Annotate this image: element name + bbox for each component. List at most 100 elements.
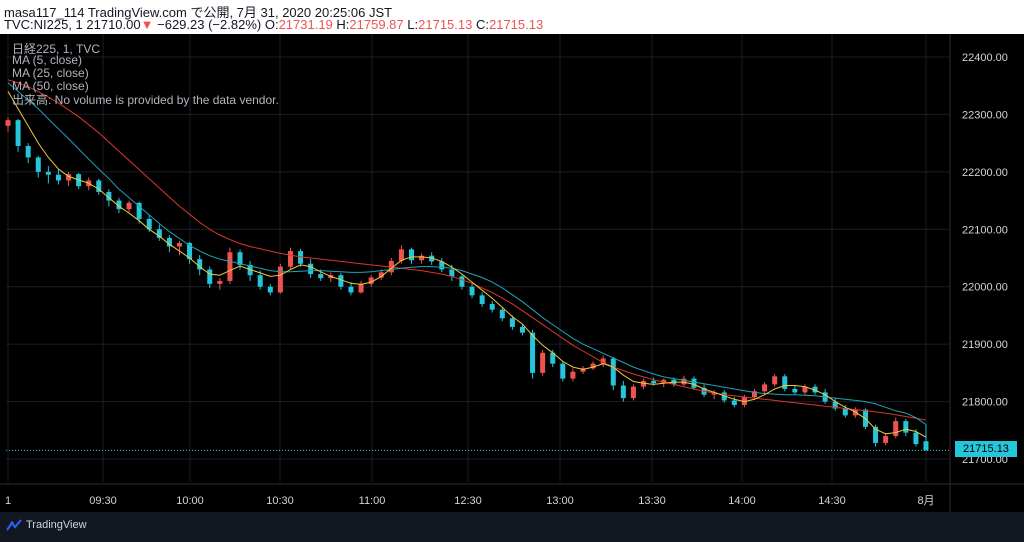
candle-body <box>388 260 394 273</box>
candle-body <box>35 157 41 172</box>
brand-label: TradingView <box>26 519 87 531</box>
candle-body <box>358 283 364 293</box>
candle-body <box>126 202 132 210</box>
candle-body <box>530 332 536 373</box>
low-value: 21715.13 <box>418 17 473 32</box>
close-label: C: <box>475 17 489 32</box>
x-tick-label: 11:00 <box>359 495 386 507</box>
candle-body <box>116 200 122 210</box>
candle-body <box>812 386 818 393</box>
candle-body <box>913 432 919 445</box>
candle-body <box>630 386 636 399</box>
candle-body <box>217 280 223 284</box>
candle-body <box>136 202 142 219</box>
candle-body <box>15 120 21 146</box>
candle-body <box>762 384 768 392</box>
candle-body <box>197 259 203 270</box>
high-value: 21759.87 <box>349 17 404 32</box>
ma50-line <box>7 79 927 421</box>
price-chart[interactable]: 22400.00 22300.00 22200.00 22100.00 22000.00… <box>0 34 1024 512</box>
candle-body <box>479 295 485 304</box>
x-tick-label: 12:30 <box>454 495 482 507</box>
candle-body <box>277 266 283 293</box>
close-value: 21715.13 <box>488 17 544 32</box>
legend-ma5: MA (5, close) <box>12 53 83 67</box>
tradingview-logo-icon <box>6 519 22 531</box>
candle-body <box>681 378 687 385</box>
candle-body <box>469 286 475 296</box>
candle-body <box>66 174 72 181</box>
candle-body <box>903 421 909 433</box>
candle-body <box>378 272 384 278</box>
candle-body <box>651 380 657 384</box>
candle-body <box>570 371 576 379</box>
candle-body <box>5 120 11 126</box>
y-tick-label: 22200.00 <box>962 167 1008 179</box>
candle-body <box>308 263 314 275</box>
candle-body <box>842 408 848 416</box>
y-tick-label: 22100.00 <box>962 224 1008 236</box>
y-tick-label: 21700.00 <box>962 454 1008 466</box>
candle-body <box>25 146 31 158</box>
candle-body <box>55 174 61 181</box>
candle-body <box>883 436 889 443</box>
candle-body <box>610 358 616 386</box>
candle-body <box>409 249 415 261</box>
candle-body <box>267 286 273 293</box>
candle-body <box>227 252 233 281</box>
legend-ma50: MA (50, close) <box>12 79 89 93</box>
candle-body <box>873 426 879 443</box>
low-label: L: <box>407 17 419 32</box>
candle-body <box>237 252 243 265</box>
candle-body <box>439 261 445 270</box>
x-tick-label: 1 <box>5 495 11 507</box>
candle-body <box>923 441 929 451</box>
candle-body <box>509 318 515 327</box>
x-tick-label: 09:30 <box>89 495 117 507</box>
candle-body <box>348 286 354 293</box>
candle-body <box>499 309 505 319</box>
candle-body <box>96 180 102 192</box>
down-arrow-icon: ▼ <box>140 17 154 32</box>
candle-body <box>207 269 213 284</box>
candle-body <box>449 269 455 277</box>
candle-body <box>429 255 435 262</box>
candle-body <box>550 352 556 364</box>
candle-body <box>852 409 858 416</box>
last-price: 21710.00 <box>86 17 141 32</box>
quote-line: TVC:NI225, 1 21710.00▼ −629.23 (−2.82%) … <box>4 17 543 32</box>
x-tick-label: 10:00 <box>176 495 204 507</box>
y-tick-label: 22000.00 <box>962 282 1008 294</box>
candle-body <box>176 243 182 247</box>
legend-series: 日経225, 1, TVC <box>12 42 101 56</box>
candle-body <box>641 380 647 387</box>
high-label: H: <box>336 17 350 32</box>
candle-body <box>741 396 747 406</box>
candle-body <box>106 191 112 201</box>
legend-volume: 出来高: No volume is provided by the data v… <box>12 93 279 107</box>
candle-body <box>832 401 838 409</box>
tradingview-brand[interactable]: TradingView <box>6 519 87 531</box>
candle-body <box>298 251 304 264</box>
candle-body <box>560 363 566 379</box>
legend-ma25: MA (25, close) <box>12 66 89 80</box>
price-change: −629.23 (−2.82%) <box>157 17 262 32</box>
ma25-line <box>7 82 927 426</box>
candle-body <box>459 276 465 287</box>
candle-body <box>802 386 808 393</box>
candle-body <box>166 237 172 247</box>
candle-body <box>368 277 374 284</box>
candle-body <box>540 352 546 373</box>
candle-body <box>792 388 798 393</box>
candle-body <box>318 274 324 279</box>
candle-body <box>711 392 717 395</box>
x-tick-label: 13:30 <box>638 495 666 507</box>
x-tick-label: 8月 <box>917 495 934 507</box>
open-value: 21731.19 <box>278 17 333 32</box>
candle-body <box>45 171 51 175</box>
y-tick-label: 22400.00 <box>962 52 1008 64</box>
candle-body <box>187 243 193 260</box>
candle-body <box>146 218 152 230</box>
candle-body <box>731 400 737 406</box>
y-tick-label: 21800.00 <box>962 397 1008 409</box>
